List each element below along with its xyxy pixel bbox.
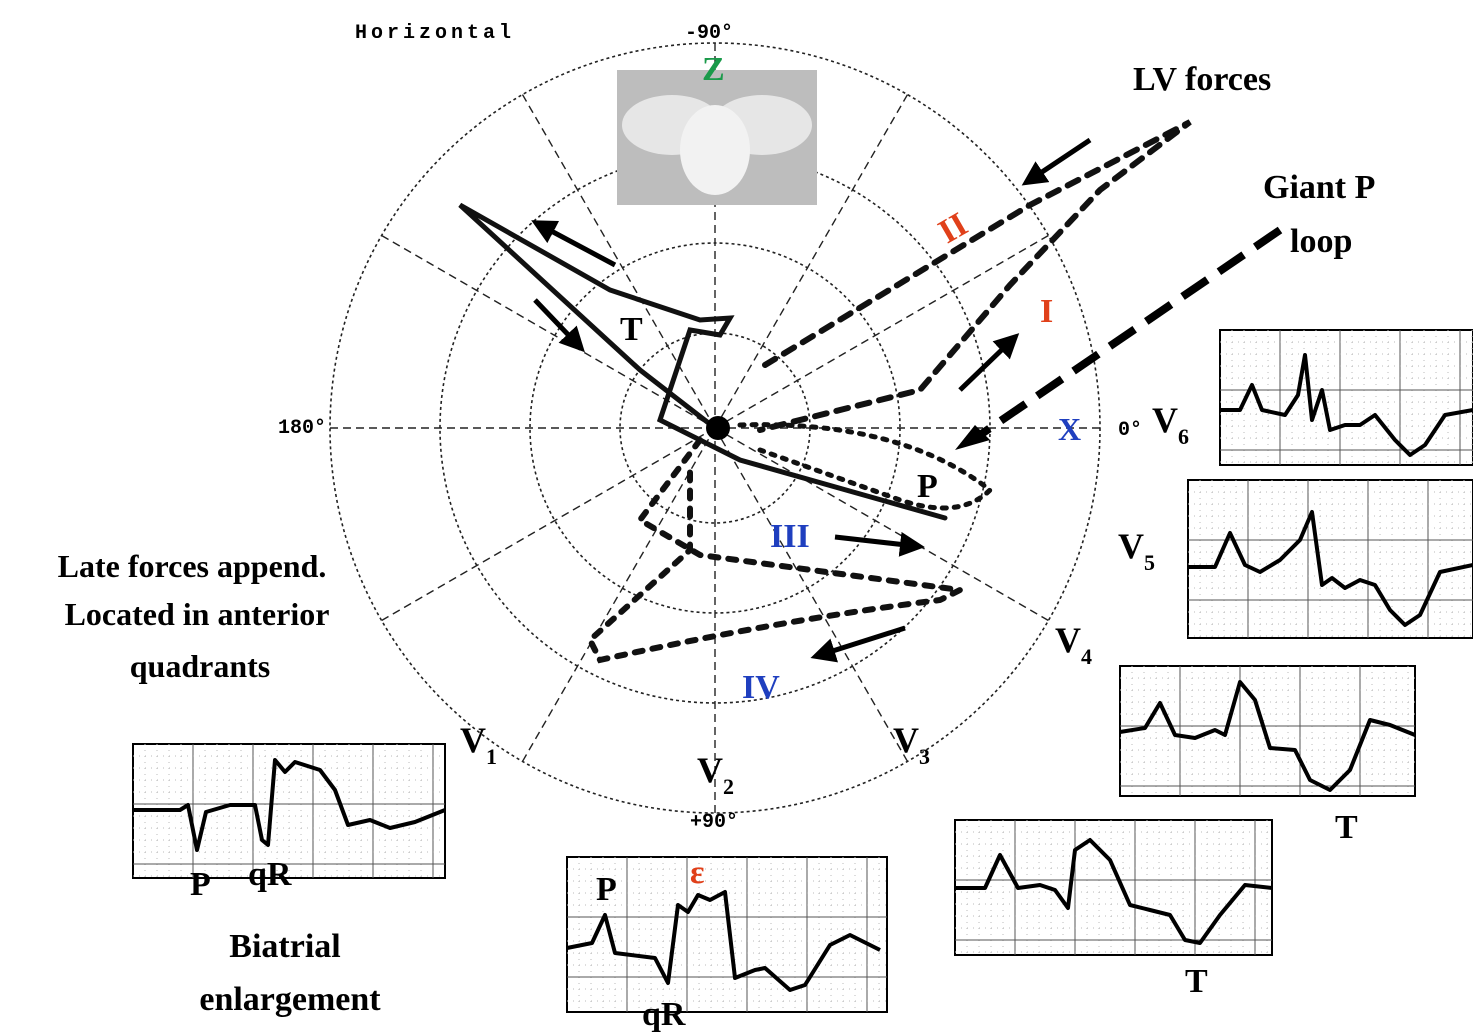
radial-line [523,428,716,761]
title: Horizontal [355,22,515,45]
note: Located in anterior [65,596,330,632]
note: Late forces append. [58,548,327,584]
label: loop [1290,223,1352,260]
vector-loops [460,122,1190,660]
ecg-label: ε [690,854,705,891]
ecg-label: qR [642,996,686,1032]
lead-label: V6 [1152,400,1189,449]
lead-subscript: 3 [919,744,930,769]
lead-label: V3 [893,720,930,769]
lead-label: V4 [1055,620,1092,669]
lead-letter: V [1118,526,1144,566]
lead-label: V2 [697,750,734,799]
note: Biatrial [229,928,340,965]
lead-subscript: 4 [1081,644,1092,669]
sector-label: III [770,518,810,555]
ecg-label: T [1335,809,1358,846]
ecg-label: T [1185,963,1208,1000]
label: Giant P [1263,169,1375,206]
note: enlargement [199,981,381,1018]
lead-subscript: 6 [1178,424,1189,449]
ecg-label: qR [248,856,292,893]
radial-line [382,428,715,621]
lead-subscript: 2 [723,774,734,799]
ecg-label: P [596,871,617,908]
label: P [917,468,938,505]
sector-label: I [1040,293,1053,330]
lead-subscript: 5 [1144,550,1155,575]
lead-letter: V [893,720,919,760]
lead-letter: V [697,750,723,790]
lead-letter: V [460,720,486,760]
lead-label: V5 [1118,526,1155,575]
ecg-frame [1120,666,1415,796]
diagram: Horizontal -90° +90° 180° 0° Z X LV forc… [0,0,1473,1032]
ecg-label: P [190,866,211,903]
axis-label: -90° [685,22,733,45]
axis-x: X [1058,411,1081,447]
sector-label: II [933,206,974,251]
arrows [535,140,1280,655]
axis-label: +90° [690,811,738,834]
sector-label: IV [742,669,780,706]
ecg-strips [133,330,1473,1012]
head-image [617,70,817,205]
label: T [620,311,643,348]
lead-subscript: 1 [486,744,497,769]
note: quadrants [130,648,271,684]
radial-line [715,428,1048,621]
lead-label: V1 [460,720,497,769]
label: LV forces [1133,61,1271,98]
axis-label: 180° [278,417,326,440]
axis-label: 0° [1118,419,1142,442]
lead-letter: V [1055,620,1081,660]
lead-letter: V [1152,400,1178,440]
axis-z: Z [702,51,725,88]
